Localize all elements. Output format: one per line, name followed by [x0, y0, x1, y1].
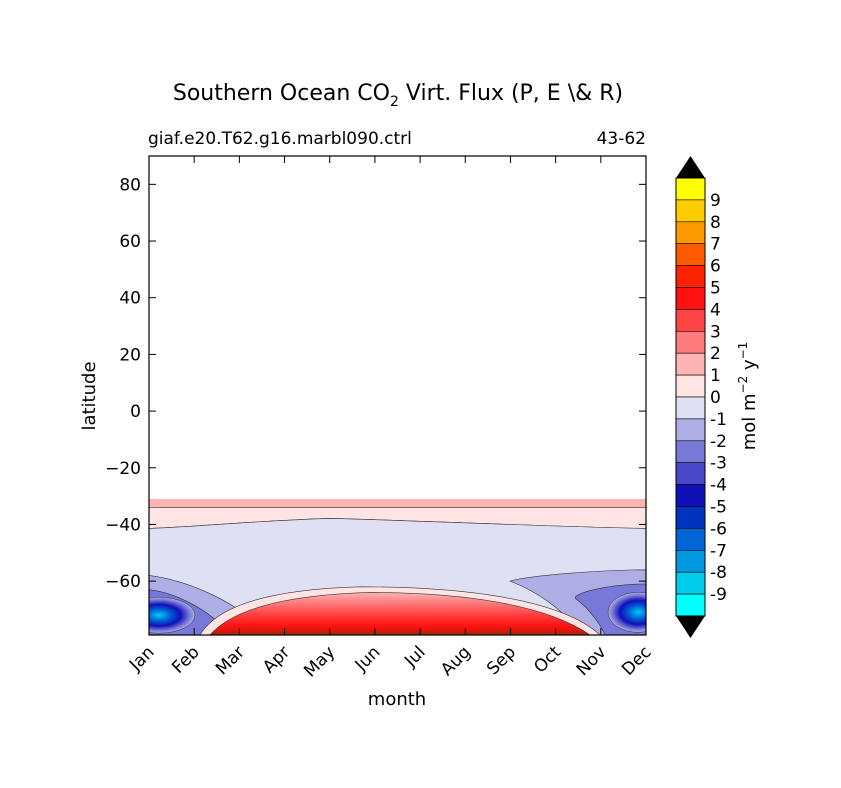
y-tick-label: 0	[130, 402, 141, 422]
colorbar-level-label: -4	[710, 476, 727, 496]
colorbar-swatch	[675, 330, 706, 354]
x-tick-label: May	[300, 642, 339, 681]
colorbar-swatch	[675, 374, 706, 398]
colorbar-level-label: 2	[710, 344, 721, 364]
y-tick-label: −40	[105, 515, 141, 535]
colorbar-level-label: -8	[710, 563, 727, 583]
x-axis-label: month	[368, 689, 426, 710]
colorbar-swatch	[675, 352, 706, 376]
subtitle-left: giaf.e20.T62.g16.marbl090.ctrl	[148, 129, 412, 149]
region-positive-peak	[230, 632, 550, 635]
colorbar-level-label: 9	[710, 191, 721, 211]
y-tick-label: 80	[119, 175, 141, 195]
colorbar-level-label: 5	[710, 279, 721, 299]
colorbar-swatch	[675, 484, 706, 507]
colorbar-label-main: mol m	[739, 393, 760, 450]
x-tick-label: Dec	[618, 642, 655, 679]
x-tick-label: Sep	[483, 642, 520, 679]
y-tick-label: 60	[119, 232, 141, 252]
colorbar-label-exp2: −1	[736, 342, 750, 360]
title-main: Southern Ocean CO	[173, 81, 390, 106]
x-tick-label: Oct	[530, 642, 565, 677]
region-negative-jan-core	[149, 596, 196, 634]
colorbar-frame	[675, 177, 706, 617]
colorbar-swatch	[675, 287, 706, 310]
region-negative-dec-core	[607, 592, 646, 633]
title-subscript: 2	[390, 94, 399, 110]
x-tick-label: Mar	[212, 642, 249, 679]
colorbar-swatch	[675, 440, 706, 463]
x-tick-label: Jan	[125, 642, 158, 675]
colorbar-level-label: -7	[710, 541, 727, 561]
y-tick-label: 40	[119, 289, 141, 309]
region-positive-core	[209, 592, 591, 635]
colorbar-swatch	[675, 571, 706, 595]
colorbar-level-label: -1	[710, 410, 727, 430]
colorbar-swatch	[675, 549, 706, 573]
colorbar-swatch	[675, 396, 706, 420]
colorbar-level-label: 3	[710, 322, 721, 342]
x-tick-label: Apr	[259, 642, 294, 677]
colorbar-swatch	[675, 221, 706, 245]
y-tick-label: −60	[105, 572, 141, 592]
contour-regions	[149, 498, 646, 635]
colorbar-swatch	[675, 462, 706, 485]
colorbar-level-label: -9	[710, 585, 727, 605]
chart-title: Southern Ocean CO2 Virt. Flux (P, E \& R…	[173, 81, 623, 110]
colorbar-extend-top	[676, 156, 705, 178]
colorbar-level-label: 7	[710, 235, 721, 255]
y-axis-label: latitude	[79, 361, 100, 430]
title-rest: Virt. Flux (P, E \& R)	[399, 81, 623, 106]
colorbar-level-label: -6	[710, 519, 727, 539]
x-tick-label: Feb	[168, 642, 203, 677]
colorbar-swatch	[675, 243, 706, 266]
colorbar-level-label: -5	[710, 498, 727, 518]
colorbar-swatch	[675, 593, 706, 617]
colorbar-swatch	[675, 177, 706, 201]
colorbar-level-label: 4	[710, 300, 721, 320]
y-axis-ticks: 80 60 40 20 0 −20 −40 −60	[105, 175, 646, 592]
colorbar-label: mol m−2 y−1	[736, 342, 760, 451]
colorbar-swatch	[675, 265, 706, 288]
x-tick-label: Aug	[437, 642, 475, 680]
y-tick-label: −20	[105, 459, 141, 479]
colorbar-level-label: -2	[710, 432, 727, 452]
colorbar-level-label: 8	[710, 213, 721, 233]
x-tick-label: Jul	[400, 642, 429, 671]
y-tick-label: 20	[119, 345, 141, 365]
colorbar-label-exp1: −2	[736, 376, 750, 394]
colorbar-level-label: -3	[710, 454, 727, 474]
x-tick-label: Jun	[351, 642, 385, 676]
colorbar-level-label: 6	[710, 257, 721, 277]
region-positive-strip	[149, 498, 646, 508]
colorbar-swatch	[675, 506, 706, 529]
colorbar-swatch	[675, 528, 706, 551]
subtitle-right: 43-62	[597, 129, 646, 149]
colorbar-level-label: 0	[710, 388, 721, 408]
colorbar-level-label: 1	[710, 366, 721, 386]
colorbar-label-mid: y	[739, 359, 760, 376]
colorbar-swatch	[675, 199, 706, 223]
colorbar-swatch	[675, 309, 706, 332]
plot-frame	[148, 155, 647, 636]
colorbar-swatch	[675, 418, 706, 442]
colorbar-extend-bottom	[676, 616, 705, 638]
x-tick-label: Nov	[573, 642, 611, 680]
